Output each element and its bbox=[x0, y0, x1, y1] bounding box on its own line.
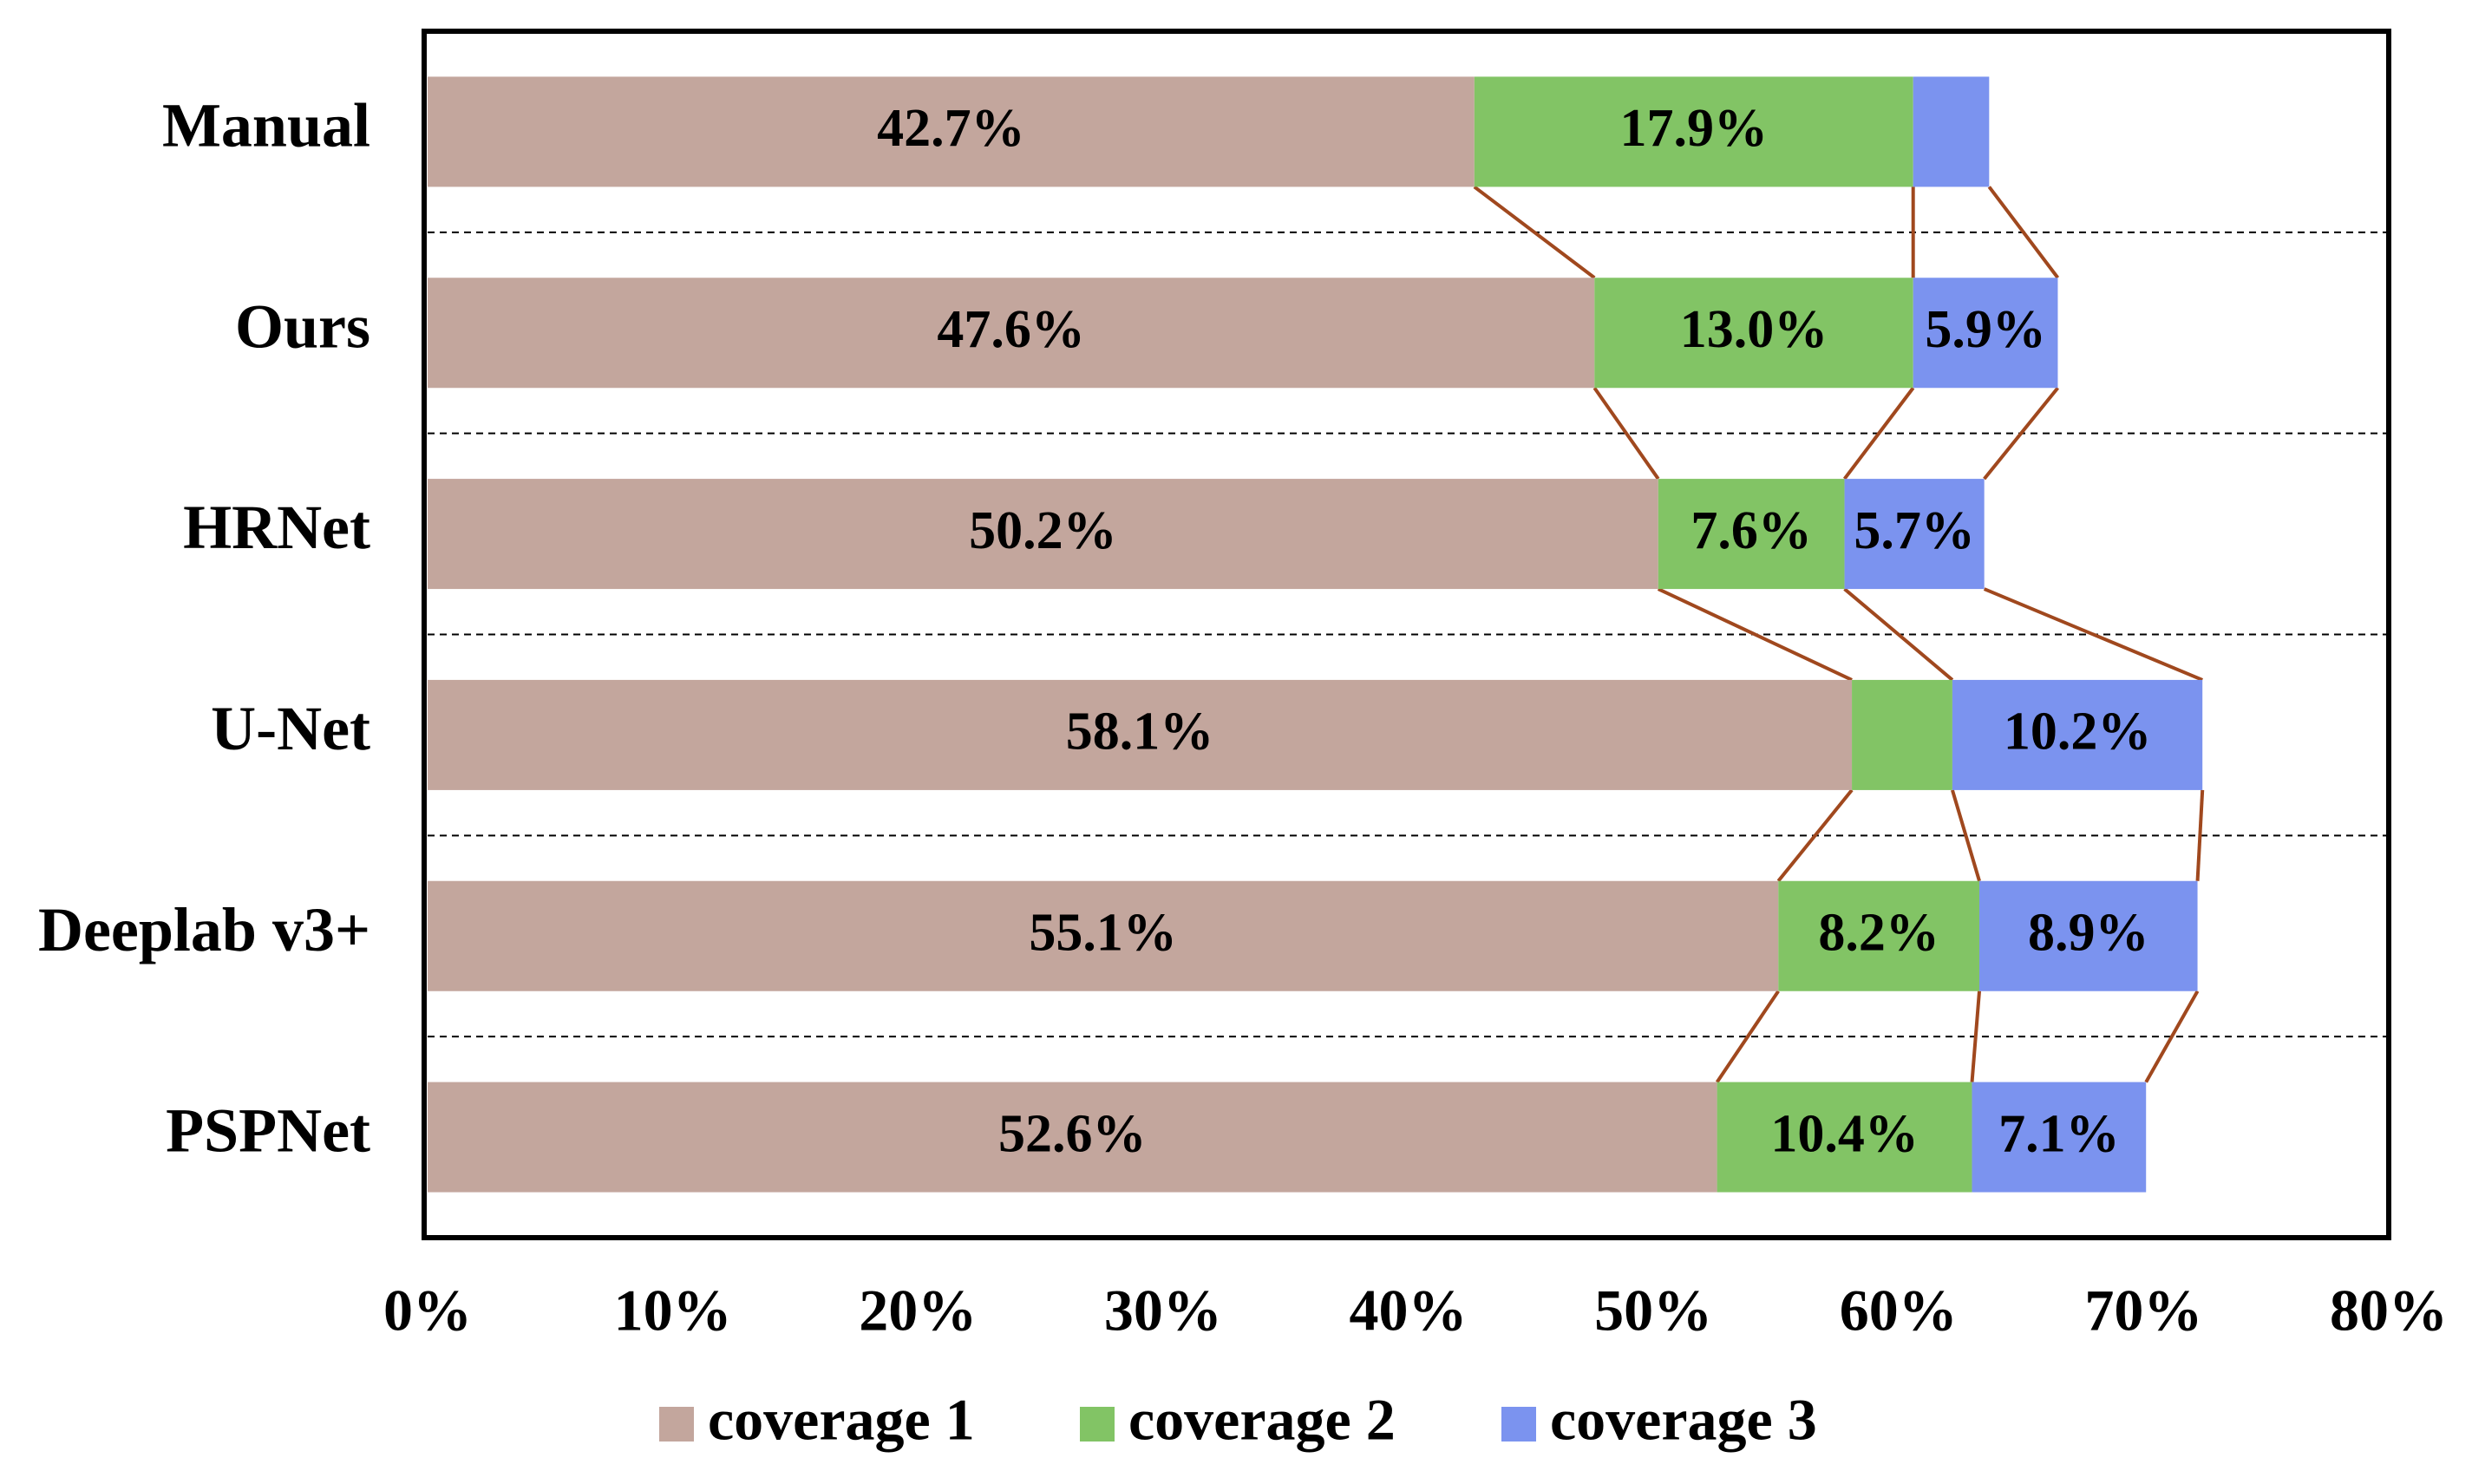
x-tick-label: 10% bbox=[614, 1278, 732, 1343]
connector bbox=[1842, 387, 1915, 481]
bar-segment bbox=[1852, 679, 1952, 790]
bar-segment bbox=[428, 679, 1853, 790]
y-tick-label: HRNet bbox=[183, 493, 370, 562]
data-label: 10.2% bbox=[2004, 703, 2152, 762]
bar-segment bbox=[1594, 278, 1913, 389]
connector bbox=[2144, 990, 2200, 1083]
connector bbox=[1983, 587, 2203, 682]
x-tick-label: 40% bbox=[1350, 1278, 1468, 1343]
data-label: 8.2% bbox=[1818, 903, 1939, 962]
x-tick-label: 60% bbox=[1840, 1278, 1958, 1343]
data-label: 5.7% bbox=[1854, 501, 1975, 560]
y-tick-label: PSPNet bbox=[166, 1096, 370, 1166]
data-label: 52.6% bbox=[998, 1104, 1147, 1163]
bar-segment bbox=[1658, 479, 1845, 590]
legend-label: coverage 3 bbox=[1550, 1387, 1817, 1453]
data-label: 10.4% bbox=[1770, 1104, 1919, 1163]
legend-label: coverage 1 bbox=[708, 1387, 975, 1453]
data-label: 17.9% bbox=[1620, 99, 1769, 158]
data-label: 58.1% bbox=[1066, 703, 1214, 762]
data-label: 55.1% bbox=[1029, 903, 1177, 962]
data-label: 7.6% bbox=[1691, 501, 1812, 560]
legend-swatch bbox=[1501, 1407, 1536, 1442]
bar-segment bbox=[1913, 76, 1990, 187]
bar-segment bbox=[1474, 76, 1913, 187]
legend-label: coverage 2 bbox=[1128, 1387, 1396, 1453]
connector bbox=[1657, 587, 1853, 682]
x-tick-label: 50% bbox=[1594, 1278, 1712, 1343]
x-tick-label: 30% bbox=[1104, 1278, 1222, 1343]
bar-segment bbox=[1913, 278, 2058, 389]
x-tick-label: 20% bbox=[859, 1278, 977, 1343]
connector bbox=[1776, 788, 1854, 883]
legend-swatch bbox=[659, 1407, 694, 1442]
bar-segment bbox=[1778, 880, 1980, 991]
data-label: 50.2% bbox=[969, 501, 1117, 560]
data-label: 8.9% bbox=[2028, 903, 2149, 962]
legend-swatch bbox=[1080, 1407, 1115, 1442]
connector bbox=[1970, 990, 1982, 1082]
connector bbox=[1987, 186, 2060, 279]
bar-segment bbox=[1979, 880, 2198, 991]
bar-segment bbox=[428, 76, 1475, 187]
data-label: 5.9% bbox=[1925, 300, 2046, 359]
y-tick-label: Manual bbox=[162, 90, 370, 160]
connector bbox=[1473, 185, 1596, 279]
x-tick-label: 0% bbox=[383, 1278, 472, 1343]
bar-segment bbox=[1952, 679, 2203, 790]
x-tick-label: 80% bbox=[2330, 1278, 2448, 1343]
y-tick-label: U-Net bbox=[211, 694, 370, 763]
connector bbox=[1951, 789, 1981, 882]
plot-frame bbox=[422, 29, 2391, 1240]
connector bbox=[2195, 789, 2205, 881]
bar-segment bbox=[428, 278, 1595, 389]
bar-segment bbox=[428, 1082, 1717, 1193]
bar-segment bbox=[428, 880, 1779, 991]
y-tick-label: Deeplab v3+ bbox=[38, 895, 370, 964]
bar-segment bbox=[428, 479, 1658, 590]
data-label: 47.6% bbox=[937, 300, 1085, 359]
connector bbox=[1715, 990, 1780, 1083]
data-label: 13.0% bbox=[1680, 300, 1828, 359]
x-tick-label: 70% bbox=[2084, 1278, 2202, 1343]
data-label: 42.7% bbox=[877, 99, 1025, 158]
connector bbox=[1843, 587, 1954, 682]
y-tick-label: Ours bbox=[235, 291, 370, 361]
bar-segment bbox=[1844, 479, 1985, 590]
bar-segment bbox=[1972, 1082, 2147, 1193]
connector bbox=[1592, 387, 1660, 481]
data-label: 7.1% bbox=[1998, 1104, 2120, 1163]
bar-segment bbox=[1717, 1082, 1972, 1193]
connector bbox=[1983, 386, 2060, 481]
